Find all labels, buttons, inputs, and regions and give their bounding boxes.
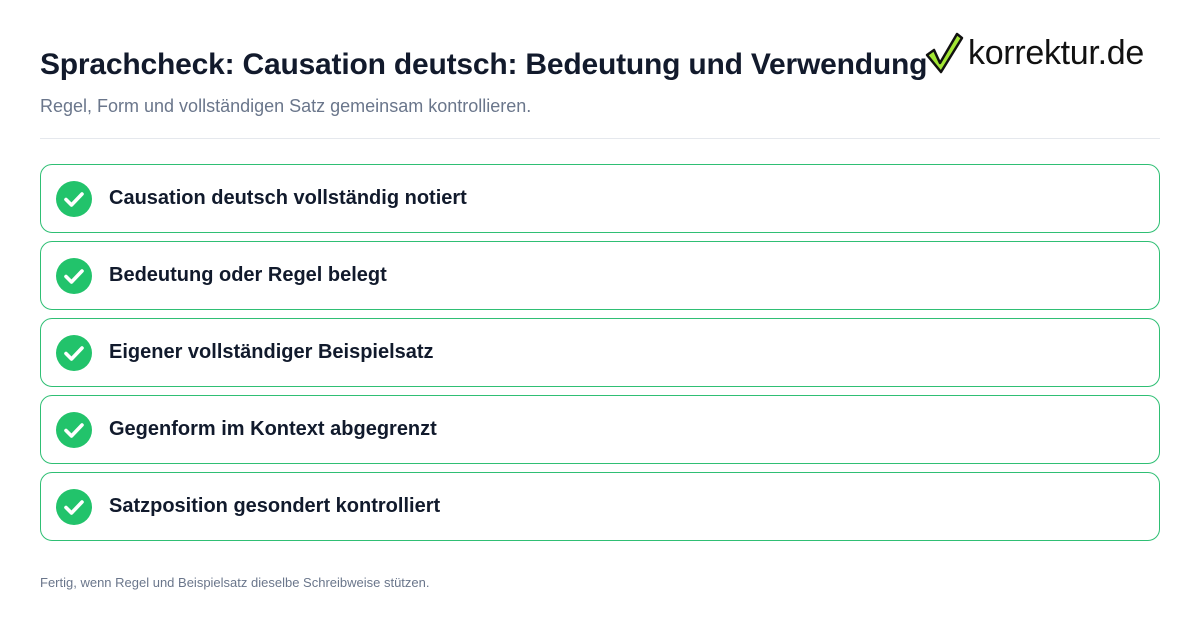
checklist-item-label: Gegenform im Kontext abgegrenzt (109, 418, 437, 440)
checklist-item-label: Eigener vollständiger Beispielsatz (109, 341, 434, 363)
footer-note: Fertig, wenn Regel und Beispielsatz dies… (40, 575, 430, 590)
checklist-item-label: Bedeutung oder Regel belegt (109, 264, 387, 286)
page-title: Sprachcheck: Causation deutsch: Bedeutun… (40, 48, 928, 81)
checklist-item-label: Satzposition gesondert kontrolliert (109, 495, 441, 517)
check-circle-icon (56, 411, 92, 448)
brand-name: korrektur.de (968, 33, 1144, 72)
checklist: Causation deutsch vollständig notiert Be… (40, 164, 1160, 549)
checkmark-icon (925, 32, 964, 74)
checklist-item-label: Causation deutsch vollständig notiert (109, 187, 467, 209)
checklist-item: Gegenform im Kontext abgegrenzt (40, 395, 1160, 464)
page-subtitle: Regel, Form und vollständigen Satz gemei… (40, 96, 532, 116)
header-divider (40, 138, 1160, 139)
check-circle-icon (56, 488, 92, 525)
checklist-item: Bedeutung oder Regel belegt (40, 241, 1160, 310)
check-circle-icon (56, 257, 92, 294)
checklist-item: Eigener vollständiger Beispielsatz (40, 318, 1160, 387)
check-circle-icon (56, 180, 92, 217)
checklist-item: Satzposition gesondert kontrolliert (40, 472, 1160, 541)
check-circle-icon (56, 334, 92, 371)
checklist-item: Causation deutsch vollständig notiert (40, 164, 1160, 233)
brand-logo: korrektur.de (924, 30, 1164, 76)
